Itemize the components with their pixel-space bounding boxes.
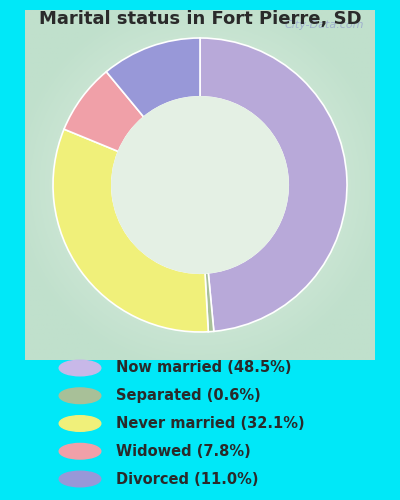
Wedge shape (205, 273, 214, 332)
Wedge shape (64, 72, 144, 152)
Text: Widowed (7.8%): Widowed (7.8%) (116, 444, 251, 459)
Circle shape (112, 97, 288, 273)
Circle shape (59, 416, 101, 432)
Text: Divorced (11.0%): Divorced (11.0%) (116, 472, 258, 486)
Text: City-Data.com: City-Data.com (285, 20, 364, 30)
Text: Marital status in Fort Pierre, SD: Marital status in Fort Pierre, SD (39, 10, 361, 28)
Text: Separated (0.6%): Separated (0.6%) (116, 388, 261, 403)
Circle shape (59, 360, 101, 376)
Circle shape (59, 388, 101, 404)
Circle shape (59, 444, 101, 459)
Wedge shape (200, 38, 347, 332)
Wedge shape (106, 38, 200, 117)
Wedge shape (53, 129, 208, 332)
Circle shape (59, 471, 101, 487)
Text: Never married (32.1%): Never married (32.1%) (116, 416, 305, 431)
Text: Now married (48.5%): Now married (48.5%) (116, 360, 292, 376)
